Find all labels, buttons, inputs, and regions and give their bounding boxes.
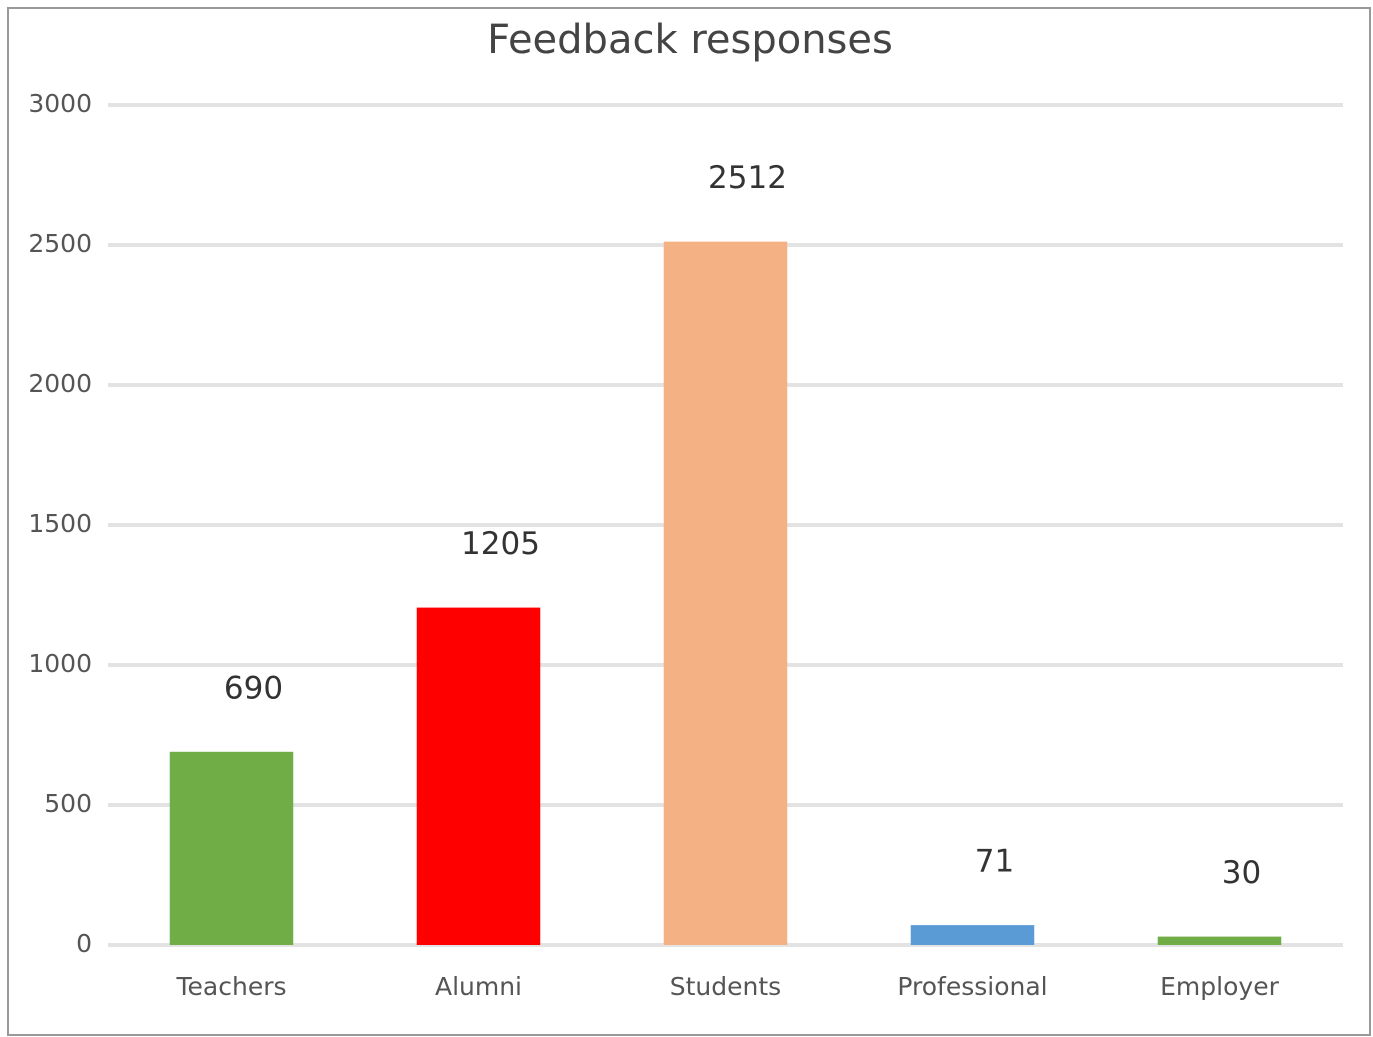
x-tick-label: Students [670, 972, 781, 1001]
x-tick-label: Teachers [176, 972, 287, 1001]
data-label: 71 [975, 844, 1014, 880]
data-label: 30 [1222, 855, 1261, 891]
data-label: 1205 [461, 526, 540, 562]
y-tick-label: 2500 [28, 229, 92, 258]
bar [663, 241, 788, 945]
x-tick-label: Professional [897, 972, 1047, 1001]
bar [1157, 936, 1282, 945]
y-tick-label: 1500 [28, 509, 92, 538]
data-label: 690 [224, 670, 283, 706]
bar [910, 925, 1035, 945]
bar [169, 751, 294, 945]
y-tick-label: 500 [44, 789, 92, 818]
x-tick-label: Alumni [435, 972, 522, 1001]
bar [416, 607, 541, 945]
chart-title: Feedback responses [487, 17, 893, 63]
data-label: 2512 [708, 160, 787, 196]
x-tick-label: Employer [1160, 972, 1279, 1001]
y-tick-label: 2000 [28, 369, 92, 398]
y-tick-label: 0 [76, 929, 92, 958]
y-tick-label: 1000 [28, 649, 92, 678]
y-tick-label: 3000 [28, 89, 92, 118]
